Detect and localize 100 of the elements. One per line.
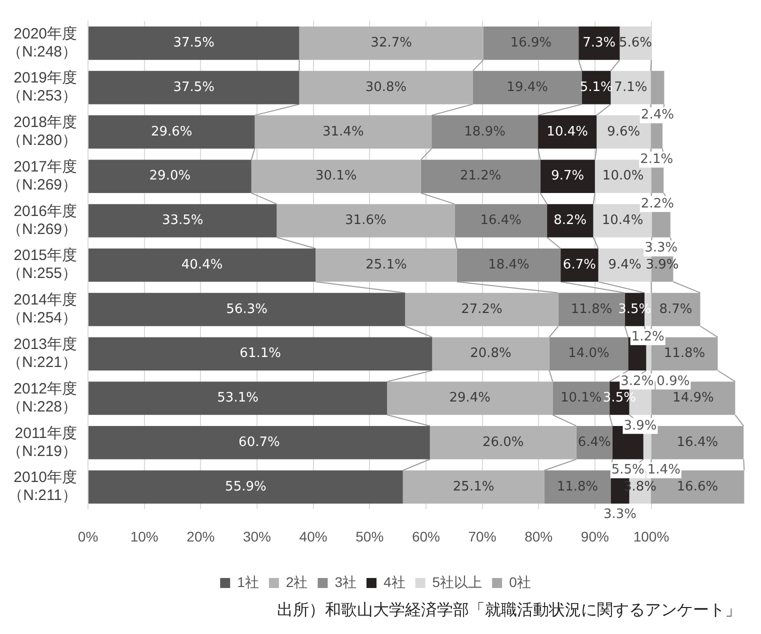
bar	[88, 26, 300, 60]
data-label: 9.4%	[608, 257, 642, 272]
data-label: 3.3%	[644, 240, 678, 256]
y-tick-label: 2012年度（N:228）	[6, 380, 78, 416]
x-tick-label: 70%	[468, 528, 496, 544]
data-label: 11.8%	[570, 302, 612, 317]
data-label: 55.9%	[225, 479, 266, 494]
data-label: 14.0%	[568, 346, 610, 362]
data-label: 31.6%	[345, 213, 386, 228]
data-label: 2.1%	[640, 152, 674, 167]
data-label: 7.1%	[614, 80, 648, 95]
data-label: 11.8%	[664, 346, 706, 362]
bar	[544, 470, 611, 504]
data-label: 16.6%	[676, 479, 718, 494]
data-label: 19.4%	[506, 80, 548, 95]
bar	[387, 382, 553, 415]
legend-label: 4社	[384, 574, 406, 590]
legend-label: 3社	[334, 574, 357, 590]
bar	[405, 292, 558, 326]
bar	[251, 160, 421, 193]
bar	[430, 426, 576, 460]
data-label: 2.4%	[640, 108, 674, 123]
data-label: 9.7%	[551, 168, 584, 184]
data-label: 56.3%	[226, 302, 268, 317]
data-label: 16.9%	[510, 36, 552, 51]
data-label: 29.0%	[149, 168, 191, 184]
data-label: 5.6%	[618, 36, 652, 51]
data-label: 16.4%	[676, 435, 718, 450]
x-tick-label: 10%	[130, 528, 158, 544]
legend-label: 2社	[286, 574, 308, 590]
data-label: 3.3%	[603, 507, 637, 522]
data-label: 25.1%	[366, 257, 407, 272]
data-label: 0.9%	[656, 374, 690, 389]
data-label: 3.9%	[624, 418, 657, 434]
data-label: 53.1%	[217, 390, 258, 406]
data-label: 21.2%	[460, 168, 502, 184]
bar	[88, 248, 316, 282]
bar	[540, 160, 595, 193]
data-label: 37.5%	[173, 80, 215, 95]
data-label: 40.4%	[181, 257, 223, 272]
bar	[483, 26, 579, 60]
bar	[88, 426, 430, 460]
data-label: 10.4%	[546, 124, 588, 140]
bar	[299, 26, 484, 60]
data-label: 11.8%	[556, 479, 598, 494]
data-label: 20.8%	[470, 346, 512, 362]
bar	[432, 337, 550, 371]
y-tick-label: 2018年度（N:280）	[6, 114, 78, 150]
legend-label: 5社以上	[432, 574, 482, 590]
bar	[472, 70, 582, 104]
text: 出所）和歌山大学経済学部「就職活動状況に関するアンケート」	[276, 600, 741, 621]
data-label: 33.5%	[162, 213, 204, 228]
bar	[547, 204, 594, 238]
y-tick-label: 2015年度（N:255）	[6, 247, 78, 282]
bar	[88, 160, 252, 193]
bar	[454, 204, 548, 238]
y-tick-label: 2016年度（N:269）	[6, 202, 78, 238]
data-label: 10.0%	[602, 168, 644, 184]
data-label: 18.4%	[488, 257, 530, 272]
data-label: 29.4%	[449, 390, 491, 406]
bar	[432, 115, 538, 149]
x-tick-label: 0%	[78, 528, 98, 544]
y-tick-label: 2013年度（N:221）	[6, 336, 78, 372]
data-label: 61.1%	[240, 346, 281, 362]
bar	[420, 160, 540, 193]
data-label: 32.7%	[370, 36, 412, 51]
bar	[578, 26, 620, 60]
bar	[88, 337, 432, 371]
data-label: 5.5%	[611, 462, 644, 478]
x-tick-label: 60%	[412, 528, 440, 544]
x-tick-label: 40%	[299, 528, 328, 544]
data-label: 14.9%	[672, 390, 714, 406]
y-tick-label: 2010年度（N:211）	[8, 469, 78, 504]
bar	[456, 248, 561, 282]
data-label: 7.3%	[582, 36, 616, 51]
data-label: 30.8%	[365, 80, 407, 95]
bar	[88, 70, 300, 104]
y-tick-label: 2017年度（N:269）	[6, 158, 78, 194]
bar	[88, 382, 388, 415]
bar	[254, 115, 432, 149]
bar	[88, 204, 277, 238]
data-label: 29.6%	[150, 124, 192, 140]
data-label: 10.4%	[602, 213, 644, 228]
data-label: 8.2%	[554, 213, 587, 228]
data-label: 10.1%	[560, 390, 602, 406]
data-label: 37.5%	[173, 36, 215, 51]
data-label: 16.4%	[480, 213, 522, 228]
data-label: 18.9%	[464, 124, 506, 140]
data-label: 2.2%	[640, 196, 674, 212]
bar	[316, 248, 457, 282]
bar	[576, 426, 612, 460]
data-label: 31.4%	[322, 124, 364, 140]
data-label: 27.2%	[461, 302, 502, 317]
data-label: 60.7%	[238, 435, 280, 450]
y-tick-label: 2011年度（N:219）	[6, 424, 78, 460]
y-tick-label: 2020年度（N:248）	[6, 25, 78, 60]
y-tick-label: 2014年度（N:254）	[6, 292, 78, 327]
bar	[88, 470, 403, 504]
x-tick-label: 20%	[186, 528, 215, 544]
x-tick-label: 90%	[580, 528, 609, 544]
